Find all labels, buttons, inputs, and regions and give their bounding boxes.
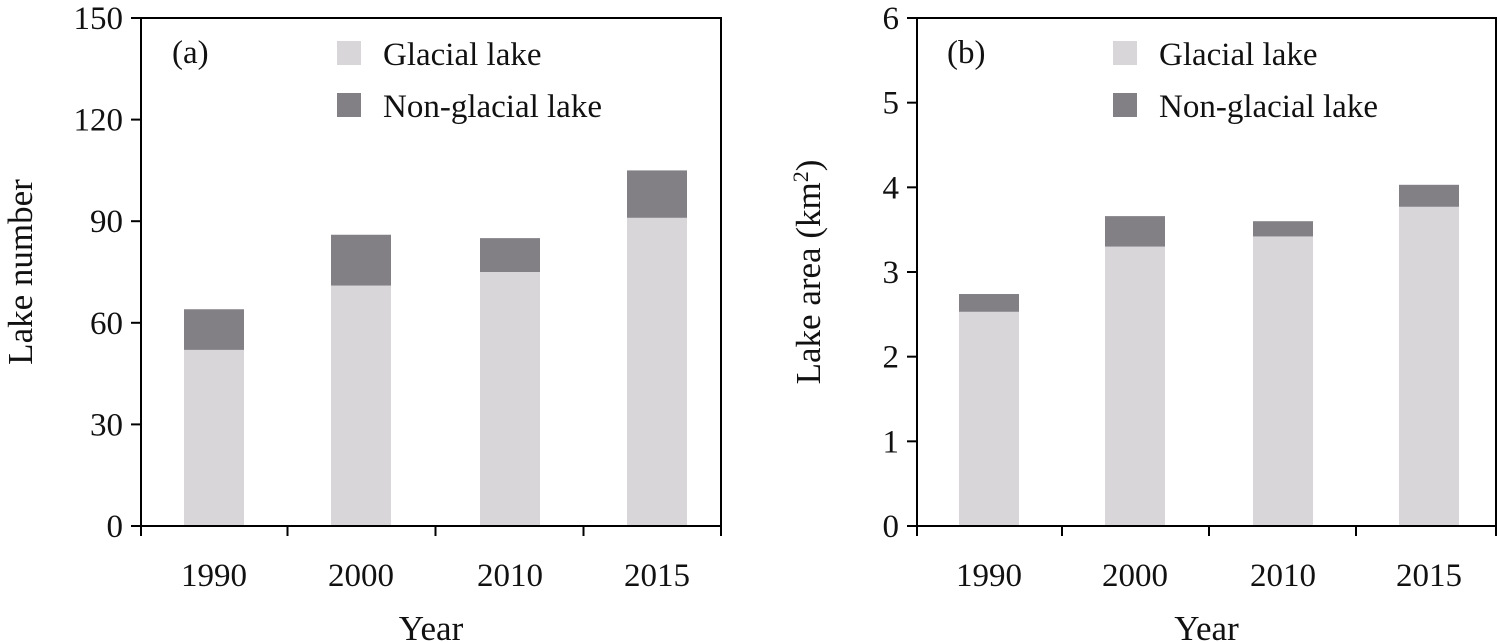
y-tick-label: 5 [883, 86, 900, 122]
bar-glacial-2015 [627, 217, 687, 526]
y-tick-label: 4 [883, 170, 900, 206]
x-axis-title: Year [1174, 609, 1239, 642]
x-tick-label: 2015 [624, 558, 690, 594]
y-tick-label: 2 [883, 340, 900, 376]
bar-non-glacial-2000 [331, 234, 391, 286]
y-tick-label: 30 [90, 407, 123, 443]
x-tick-label: 2010 [477, 558, 543, 594]
x-tick-label: 2000 [1102, 558, 1168, 594]
bar-non-glacial-2015 [627, 170, 687, 218]
legend-label-glacial: Glacial lake [1159, 37, 1318, 73]
bar-non-glacial-2010 [480, 238, 540, 272]
legend-label-glacial: Glacial lake [383, 37, 542, 73]
plot-frame [140, 17, 722, 527]
bar-non-glacial-2000 [1105, 216, 1165, 247]
y-tick-label: 0 [107, 509, 124, 545]
chart-panel-b: 0 1 2 3 4 5 6 1990 2000 2010 2015 Year Lake area (km… [788, 1, 1497, 642]
y-axis-title: Lake number [1, 179, 40, 365]
y-tick-label: 6 [883, 1, 900, 37]
legend-label-non-glacial: Non-glacial lake [383, 89, 602, 125]
y-tick-label: 3 [883, 255, 900, 291]
x-tick-label: 2010 [1250, 558, 1316, 594]
bar-non-glacial-1990 [184, 309, 244, 350]
bar-glacial-2000 [331, 285, 391, 526]
x-tick-label: 1990 [181, 558, 247, 594]
bar-glacial-1990 [184, 349, 244, 526]
x-tick-label: 1990 [956, 558, 1022, 594]
panel-label: (a) [172, 35, 209, 71]
y-axis-title-superscript: 2 [788, 171, 813, 182]
bar-glacial-2010 [1253, 236, 1313, 526]
y-axis-title-main: Lake area (km [789, 182, 828, 384]
legend: Glacial lake Non-glacial lake [1113, 37, 1378, 125]
y-tick-label: 0 [883, 509, 900, 545]
bar-glacial-2010 [480, 272, 540, 526]
y-tick-label: 90 [90, 204, 123, 240]
bar-non-glacial-1990 [959, 294, 1019, 312]
bar-non-glacial-2015 [1399, 184, 1459, 207]
bar-glacial-2000 [1105, 246, 1165, 526]
x-tick-label: 2000 [328, 558, 394, 594]
y-axis-title-suffix: ) [789, 160, 828, 172]
legend-label-non-glacial: Non-glacial lake [1159, 89, 1378, 125]
y-axis-title-main: Lake number [1, 179, 40, 365]
y-tick-label: 150 [74, 1, 124, 37]
bar-glacial-2015 [1399, 206, 1459, 526]
x-tick-label: 2015 [1396, 558, 1462, 594]
panel-label: (b) [947, 35, 985, 71]
y-tick-label: 60 [90, 306, 123, 342]
legend-swatch-glacial [337, 41, 361, 65]
legend: Glacial lake Non-glacial lake [337, 37, 602, 125]
legend-swatch-glacial [1113, 41, 1137, 65]
legend-swatch-non-glacial [1113, 93, 1137, 117]
y-axis-title: Lake area (km2) [788, 160, 828, 385]
y-tick-label: 120 [74, 103, 124, 139]
x-axis-title: Year [399, 609, 464, 642]
bar-glacial-1990 [959, 311, 1019, 526]
y-tick-label: 1 [883, 424, 900, 460]
legend-swatch-non-glacial [337, 93, 361, 117]
chart-panel-a: 0 30 60 90 120 150 1990 2000 2010 2015 Year Lake nu… [1, 1, 722, 642]
bar-non-glacial-2010 [1253, 221, 1313, 237]
